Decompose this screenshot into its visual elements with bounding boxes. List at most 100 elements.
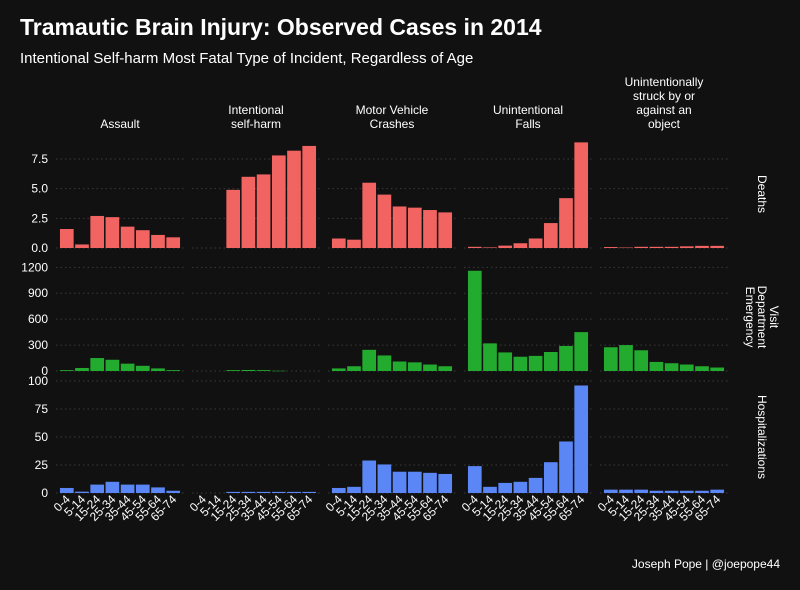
bar (423, 210, 437, 248)
y-tick-label: 5.0 (31, 182, 48, 196)
bar (649, 246, 664, 248)
bar (302, 491, 317, 493)
bar (695, 245, 709, 248)
bar (75, 244, 89, 248)
bar (90, 215, 105, 248)
bar (302, 145, 317, 248)
bar (377, 194, 392, 248)
bar (331, 368, 346, 371)
bar (331, 238, 346, 248)
y-tick-label: 0 (41, 364, 48, 378)
bar (483, 247, 497, 248)
bar (543, 462, 558, 493)
bar (664, 490, 679, 493)
bar (649, 490, 664, 493)
bar (710, 489, 725, 493)
bar (226, 491, 241, 493)
bar (135, 365, 150, 371)
facet-label-struck: object (648, 117, 681, 131)
bar (467, 246, 482, 248)
bar (120, 226, 135, 248)
bar (710, 245, 725, 248)
bar (513, 243, 528, 248)
bar (166, 237, 181, 248)
bar (423, 472, 437, 493)
bar (559, 198, 573, 248)
bar (347, 486, 361, 493)
bar (438, 473, 453, 493)
bar (59, 229, 74, 248)
bar (392, 471, 407, 493)
y-tick-label: 0.0 (31, 241, 48, 255)
bar (679, 490, 694, 493)
chart-caption: Joseph Pope | @joepope44 (631, 557, 780, 571)
bar (438, 366, 453, 371)
facet-label-struck: Unintentionally (625, 75, 704, 89)
bar (151, 487, 165, 493)
y-tick-label: 900 (28, 286, 48, 300)
y-tick-label: 300 (28, 338, 48, 352)
bar (226, 189, 241, 248)
y-tick-label: 50 (35, 430, 49, 444)
bar (256, 491, 271, 493)
bar (498, 245, 513, 248)
bar (105, 481, 120, 493)
facet-label-motor: Crashes (370, 117, 415, 131)
bar (151, 234, 165, 248)
y-tick-label: 2.5 (31, 211, 48, 225)
bar (574, 332, 589, 371)
bar (679, 364, 694, 371)
facet-label-assault: Assault (100, 117, 140, 131)
bar (649, 361, 664, 371)
bar (256, 370, 271, 371)
chart-subtitle: Intentional Self-harm Most Fatal Type of… (20, 50, 474, 67)
bar (559, 345, 573, 371)
bar (467, 270, 482, 371)
bar (528, 238, 543, 248)
bar (634, 350, 649, 371)
bar (619, 345, 633, 371)
y-tick-label: 25 (35, 458, 49, 472)
bar (105, 217, 120, 248)
bar (59, 487, 74, 493)
bar (438, 212, 453, 248)
bar (271, 155, 286, 248)
bar (513, 481, 528, 493)
bar (287, 491, 301, 493)
bar (543, 351, 558, 371)
bar (271, 370, 286, 372)
bar (498, 482, 513, 493)
bar (241, 369, 256, 371)
bar (695, 366, 709, 371)
bar (59, 370, 74, 371)
bar (392, 361, 407, 371)
row-label-deaths: Deaths (755, 175, 769, 213)
bar (528, 477, 543, 493)
bar (226, 370, 241, 371)
bar (331, 487, 346, 493)
y-tick-label: 7.5 (31, 152, 48, 166)
bar (75, 491, 89, 493)
bar (423, 364, 437, 371)
bar (392, 206, 407, 248)
facet-label-struck: struck by or (633, 89, 695, 103)
bar (241, 491, 256, 493)
bar (483, 343, 497, 371)
bar (90, 358, 105, 371)
bar (634, 489, 649, 493)
facet-label-self_harm: Intentional (228, 103, 283, 117)
chart-title: Tramautic Brain Injury: Observed Cases i… (20, 14, 542, 40)
facet-label-motor: Motor Vehicle (356, 103, 429, 117)
bar (603, 247, 618, 248)
bar (574, 385, 589, 493)
bar (120, 484, 135, 493)
bar (513, 356, 528, 371)
bar (619, 489, 633, 493)
bar (634, 246, 649, 248)
bar (256, 174, 271, 248)
bar (664, 363, 679, 371)
bar (498, 352, 513, 371)
bar (710, 367, 725, 371)
bar (679, 246, 694, 248)
bar (467, 466, 482, 493)
